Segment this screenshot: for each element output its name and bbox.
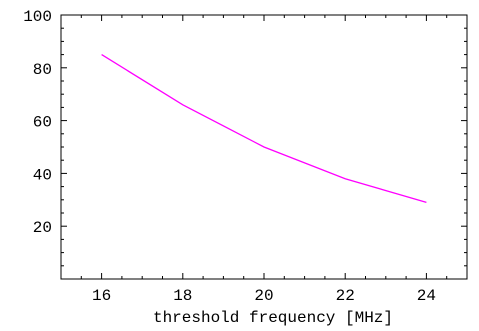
x-tick-label: 24: [417, 287, 436, 305]
x-tick-label: 18: [173, 287, 192, 305]
y-tick-label: 60: [33, 114, 52, 132]
x-tick-label: 16: [92, 287, 111, 305]
y-tick-label: 40: [33, 166, 52, 184]
axis-ticks: [60, 14, 468, 279]
tick-labels: 16 18 20 22 24 20 40 60 80 100: [23, 8, 436, 305]
y-tick-label: 80: [33, 61, 52, 79]
y-tick-label: 20: [33, 219, 52, 237]
y-tick-label: 100: [23, 8, 52, 26]
series-line: [101, 54, 427, 204]
x-tick-label: 20: [254, 287, 273, 305]
series-layer: [101, 54, 427, 204]
x-tick-label: 22: [336, 287, 355, 305]
x-axis-title: threshold frequency [MHz]: [153, 309, 393, 327]
